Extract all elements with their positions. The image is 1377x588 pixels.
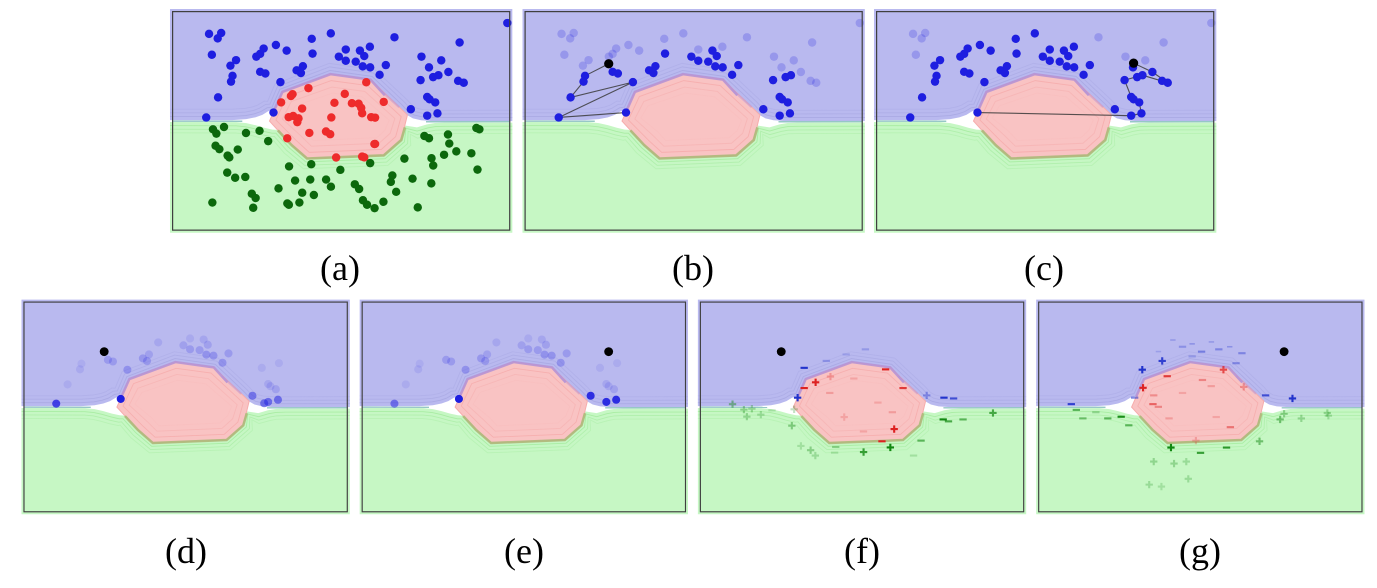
svg-text:(c): (c) (1024, 248, 1064, 288)
svg-text:(f): (f) (844, 531, 880, 571)
svg-text:(b): (b) (672, 248, 714, 288)
svg-text:(d): (d) (165, 531, 207, 571)
svg-text:(g): (g) (1179, 531, 1221, 571)
svg-text:(a): (a) (320, 248, 360, 288)
svg-text:(e): (e) (504, 531, 544, 571)
